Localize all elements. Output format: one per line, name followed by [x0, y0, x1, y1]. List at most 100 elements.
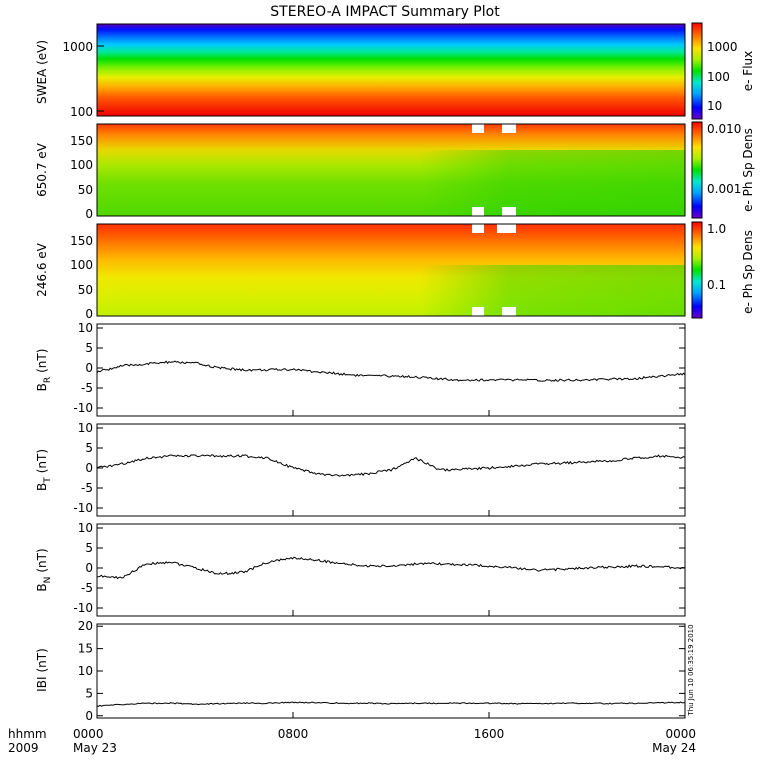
pad-246-green-shade	[97, 265, 685, 316]
swea-panel: 1000 100 SWEA (eV) 1000 100 10 e- Flux	[35, 22, 755, 120]
pad-650-gap-2	[502, 124, 516, 133]
bn-ylabel-unit: (nT)	[35, 548, 49, 572]
bn-frame	[96, 523, 686, 617]
plot-title: STEREO-A IMPACT Summary Plot	[270, 4, 500, 20]
pad-246-ytick-0: 0	[85, 307, 93, 321]
swea-cbar-tick-10: 10	[707, 99, 722, 113]
bt-trace	[96, 454, 686, 477]
bmag-ytick-label: 15	[78, 642, 93, 656]
pad-650-cbar-tick-0.010: 0.010	[707, 122, 741, 136]
pad-650-colorbar	[691, 121, 703, 219]
bt-ylabel: BT (nT)	[35, 449, 53, 491]
bt-ytick-label: 5	[85, 441, 93, 455]
pad-246-ytick-150: 150	[70, 234, 93, 248]
pad-650-ytick-150: 150	[70, 134, 93, 148]
swea-ytick-1000: 1000	[62, 40, 93, 54]
pad-246-gap-1	[472, 224, 484, 233]
bt-ylabel-unit: (nT)	[35, 449, 49, 473]
br-ylabel: BR (nT)	[35, 349, 53, 392]
pad-650-frame	[96, 123, 686, 217]
pad-246-frame	[96, 223, 686, 317]
pad-246-panel: 150 100 50 0 246.6 eV 1.0 0.1 e- Ph Sp D…	[35, 221, 755, 321]
bmag-ylabel-unit: (nT)	[35, 648, 49, 672]
pad-650-cbar-tick-0.001: 0.001	[707, 182, 741, 196]
br-frame	[96, 323, 686, 417]
bt-ytick-label: -5	[81, 481, 93, 495]
br-panel: BR (nT)	[35, 323, 686, 417]
pad-246-ytick-100: 100	[70, 258, 93, 272]
pad-650-gap-4	[502, 207, 516, 216]
bmag-ytick-label: 5	[85, 686, 93, 700]
bn-ytick-label: -5	[81, 581, 93, 595]
bn-ytick-label: 10	[78, 521, 93, 535]
pad-246-gap-3	[472, 307, 484, 316]
bn-ytick-label: 5	[85, 541, 93, 555]
bt-ytick-label: 0	[85, 461, 93, 475]
bt-ytick-label: 10	[78, 421, 93, 435]
axis-ticks: -10 -5 0 5 10 -10 -5 0 5 10 -10 -5 0 5 10 0 5 10 15 20	[73, 321, 686, 723]
xaxis-date-may24: May 24	[652, 741, 696, 755]
br-ytick-label: 0	[85, 361, 93, 375]
bmag-ytick-label: 20	[78, 619, 93, 633]
br-ylabel-main: B	[35, 383, 49, 391]
swea-cbar-tick-100: 100	[707, 70, 730, 84]
bn-ylabel-sub: N	[43, 577, 53, 584]
pad-650-ytick-100: 100	[70, 158, 93, 172]
br-ytick-label: 5	[85, 341, 93, 355]
br-ylabel-unit: (nT)	[35, 349, 49, 373]
swea-cbar-tick-1000: 1000	[707, 40, 738, 54]
bn-panel: BN (nT)	[35, 523, 686, 617]
bmag-ylabel-main: IBI	[35, 677, 49, 692]
pad-246-ylabel: 246.6 eV	[35, 242, 49, 297]
br-ylabel-sub: R	[43, 377, 53, 383]
bt-ylabel-sub: T	[43, 477, 53, 484]
bmag-trace	[96, 701, 685, 707]
bt-frame	[96, 423, 686, 517]
pad-246-cbar-label: e- Ph Sp Dens	[741, 230, 755, 314]
bn-ytick-label: 0	[85, 561, 93, 575]
bn-ylabel: BN (nT)	[35, 548, 53, 591]
br-ytick-label: -5	[81, 381, 93, 395]
pad-246-gap-4	[502, 307, 516, 316]
xaxis-tick-1600: 1600	[474, 727, 505, 741]
bt-ylabel-main: B	[35, 483, 49, 491]
swea-cbar-label: e- Flux	[741, 51, 755, 91]
line-traces	[96, 360, 686, 707]
swea-ylabel: SWEA (eV)	[35, 40, 49, 104]
pad-650-cbar-label: e- Ph Sp Dens	[741, 128, 755, 212]
swea-ytick-100: 100	[70, 105, 93, 119]
bmag-ytick-label: 0	[85, 709, 93, 723]
bn-ylabel-main: B	[35, 583, 49, 591]
pad-246-ytick-50: 50	[78, 283, 93, 297]
xaxis-year-label: 2009	[8, 741, 39, 755]
xaxis-hhmm-label: hhmm	[8, 727, 47, 741]
bmag-ylabel: IBI (nT)	[35, 648, 49, 692]
plot-timestamp: Thu Jun 10 06:35:19 2010	[687, 624, 695, 716]
pad-650-panel: 150 100 50 0 650.7 eV 0.010 0.001 e- Ph …	[35, 121, 755, 221]
xaxis-tick-0000: 0000	[73, 727, 104, 741]
br-ytick-label: -10	[73, 401, 93, 415]
bt-ytick-label: -10	[73, 501, 93, 515]
xaxis-tick-0800: 0800	[278, 727, 309, 741]
swea-frame	[96, 23, 686, 117]
xaxis-date-may23: May 23	[73, 741, 117, 755]
br-trace	[96, 360, 686, 382]
pad-650-ytick-0: 0	[85, 207, 93, 221]
pad-246-colorbar	[691, 221, 703, 319]
swea-colorbar	[691, 22, 703, 120]
pad-650-ytick-50: 50	[78, 183, 93, 197]
bt-panel: BT (nT)	[35, 423, 686, 517]
bn-trace	[96, 556, 686, 580]
bn-ytick-label: -10	[73, 601, 93, 615]
pad-246-cbar-tick-1.0: 1.0	[707, 222, 726, 236]
pad-650-ylabel: 650.7 eV	[35, 142, 49, 197]
pad-246-cbar-tick-0.1: 0.1	[707, 278, 726, 292]
bmag-ytick-label: 10	[78, 664, 93, 678]
pad-246-gap-2	[497, 224, 516, 233]
pad-650-gap-1	[472, 124, 484, 133]
pad-650-green-shade	[97, 150, 685, 216]
swea-spectrogram	[97, 24, 685, 116]
pad-650-gap-3	[472, 207, 484, 216]
